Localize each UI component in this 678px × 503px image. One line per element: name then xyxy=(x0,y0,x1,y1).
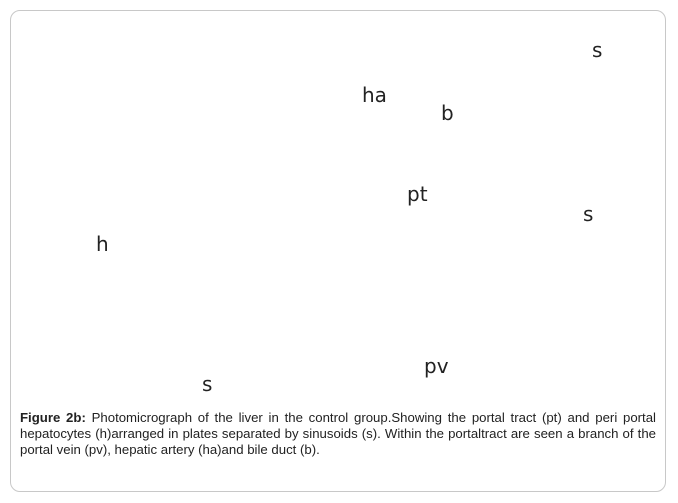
label: s xyxy=(592,38,603,62)
label: b xyxy=(441,101,454,125)
figure-frame xyxy=(10,10,666,492)
caption-text: Photomicrograph of the liver in the cont… xyxy=(20,410,656,457)
label: s xyxy=(202,372,213,396)
caption-label: Figure 2b: xyxy=(20,410,86,425)
label: pv xyxy=(424,354,449,378)
caption: Figure 2b: Photomicrograph of the liver … xyxy=(20,410,656,458)
label: h xyxy=(96,232,109,256)
label: s xyxy=(583,202,594,226)
label: pt xyxy=(407,182,428,206)
label: ha xyxy=(362,83,387,107)
